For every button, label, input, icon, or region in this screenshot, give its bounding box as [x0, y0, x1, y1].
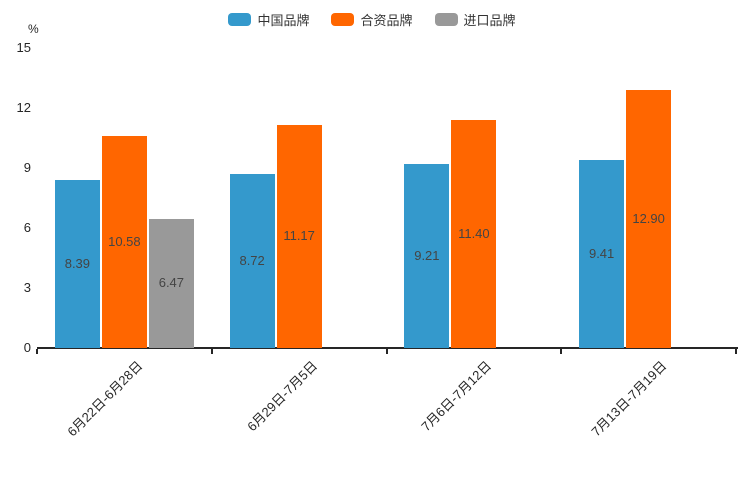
y-tick-label: 3 — [23, 280, 31, 295]
bar-value-label: 11.17 — [283, 228, 315, 244]
bar-value-label: 8.72 — [239, 252, 265, 268]
bar-value-label: 9.21 — [414, 247, 440, 263]
y-tick-label: 6 — [23, 220, 31, 235]
x-tick-mark — [36, 349, 38, 354]
legend-swatch-icon — [228, 12, 252, 26]
legend-label: 合资品牌 — [360, 12, 413, 28]
bar-series0-cat3 — [579, 159, 625, 348]
bar-value-label: 12.90 — [632, 211, 665, 226]
bar-series1-cat0 — [101, 136, 147, 348]
y-tick-label: 15 — [16, 40, 31, 55]
x-category-label: 6月22日-6月28日 — [63, 358, 146, 440]
bar-value-label: 10.58 — [108, 234, 141, 250]
y-tick-label: 0 — [23, 340, 31, 355]
bar-series0-cat0 — [54, 180, 100, 348]
x-category-label: 7月6日-7月12日 — [418, 358, 495, 435]
x-axis-line — [37, 347, 738, 349]
bar-value-label: 6.47 — [158, 275, 185, 291]
bar-series0-cat1 — [229, 173, 275, 348]
legend-item-0[interactable]: 中国品牌 — [228, 10, 309, 29]
x-category-label: 6月29日-7月5日 — [243, 358, 320, 435]
bar-series0-cat2 — [404, 163, 450, 348]
x-category-label: 7月13日-7月19日 — [588, 358, 670, 440]
x-tick-mark — [210, 349, 213, 354]
legend-item-1[interactable]: 合资品牌 — [331, 10, 413, 29]
bar-series1-cat2 — [451, 120, 497, 348]
legend-swatch-icon — [331, 12, 355, 26]
bar-series1-cat1 — [276, 124, 322, 348]
bar-series1-cat3 — [626, 90, 672, 348]
legend-item-2[interactable]: 进口品牌 — [434, 10, 516, 29]
bar-value-label: 11.40 — [458, 226, 490, 241]
bar-series2-cat0 — [148, 218, 194, 348]
y-tick-label: 12 — [16, 100, 31, 115]
x-tick-mark — [385, 349, 388, 354]
chart-legend: 中国品牌 合资品牌 进口品牌 — [0, 8, 744, 30]
x-tick-mark — [560, 349, 563, 354]
y-axis-unit-label: % — [28, 22, 39, 36]
x-tick-mark — [735, 349, 737, 354]
y-tick-label: 9 — [23, 160, 31, 175]
bar-value-label: 9.41 — [588, 245, 615, 261]
legend-label: 中国品牌 — [257, 12, 310, 28]
legend-label: 进口品牌 — [463, 12, 516, 28]
legend-swatch-icon — [434, 12, 458, 26]
bar-value-label: 8.39 — [64, 256, 91, 272]
